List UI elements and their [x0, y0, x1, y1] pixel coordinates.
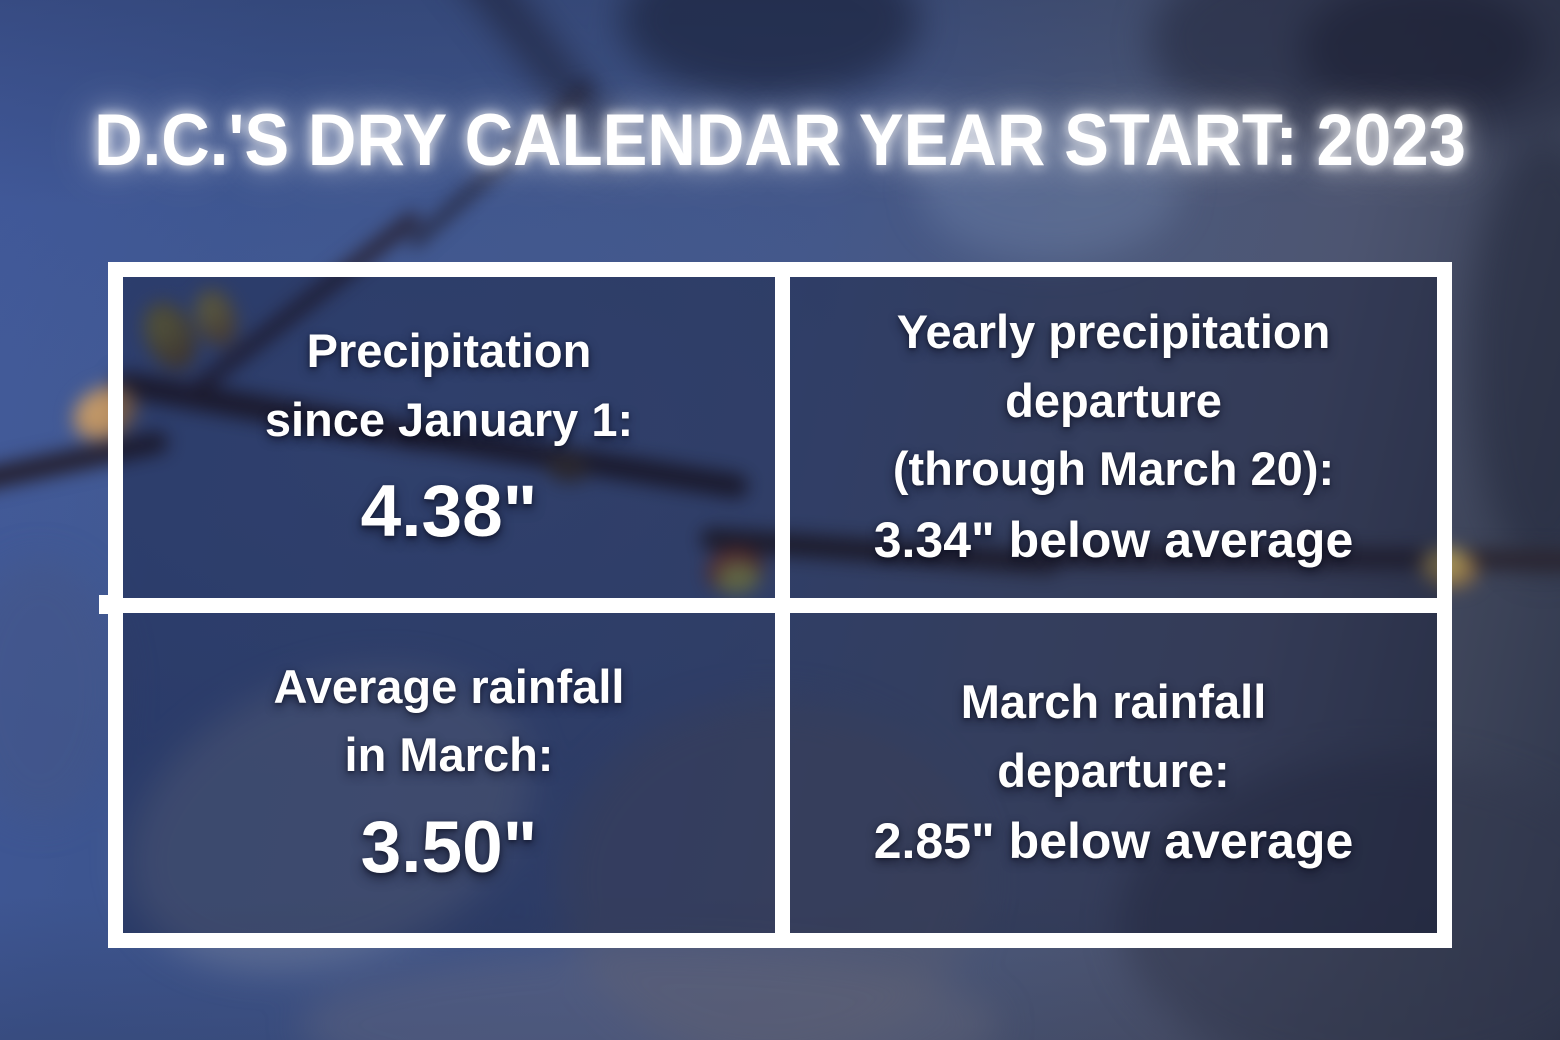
- card-line: departure:: [997, 743, 1230, 797]
- card-value: 3.50": [360, 806, 538, 888]
- sky-highlight: [920, 120, 1180, 260]
- stat-card-precip-since-jan1: Precipitation since January 1: 4.38": [123, 277, 775, 598]
- card-line: in March:: [344, 728, 554, 782]
- card-value: 4.38": [360, 471, 538, 553]
- card-value: 3.34" below average: [873, 511, 1354, 568]
- branch-shape: [1300, 0, 1540, 120]
- bokeh-blob: [560, 700, 980, 1040]
- stat-card-march-average: Average rainfall in March: 3.50": [123, 613, 775, 933]
- stat-card-march-departure: March rainfall departure: 2.85" below av…: [790, 613, 1437, 933]
- card-line: Average rainfall: [273, 659, 625, 713]
- stat-card-yearly-departure: Yearly precipitation departure (through …: [790, 277, 1437, 598]
- card-line: March rainfall: [960, 674, 1267, 728]
- card-line: departure: [1005, 373, 1222, 427]
- cell-tint: [123, 277, 775, 598]
- cell-tint: [123, 613, 775, 933]
- cell-tint: [790, 613, 1437, 933]
- horizontal-divider: [108, 598, 1452, 613]
- card-line: Yearly precipitation: [896, 305, 1331, 359]
- card-line: Precipitation: [306, 324, 592, 378]
- page-title: D.C.'S DRY CALENDAR YEAR START: 2023: [94, 100, 1466, 181]
- border-tick: [99, 595, 110, 614]
- card-line: (through March 20):: [892, 442, 1335, 496]
- cell-tint: [790, 277, 1437, 598]
- card-line: since January 1:: [264, 392, 634, 446]
- card-value: 2.85" below average: [873, 813, 1354, 870]
- bud-shape: [1290, 538, 1336, 562]
